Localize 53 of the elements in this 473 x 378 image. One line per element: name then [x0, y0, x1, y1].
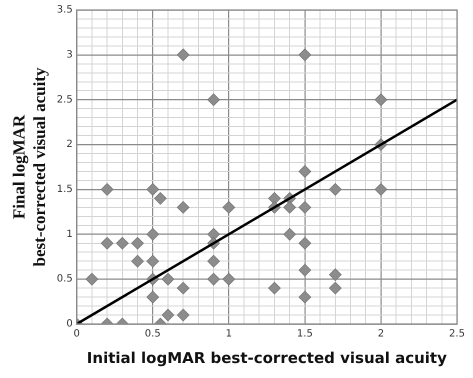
point — [131, 254, 144, 268]
point — [374, 93, 388, 106]
point — [222, 272, 236, 286]
point — [374, 183, 388, 196]
x-axis-title: Initial logMAR best-corrected visual acuity — [86, 348, 448, 367]
point — [131, 236, 144, 250]
y-tick-label: 1 — [66, 228, 73, 240]
point — [86, 272, 98, 286]
point — [176, 308, 190, 322]
y-axis-title: Final logMAR best-corrected visual acuity — [10, 67, 49, 266]
point — [298, 236, 312, 250]
point — [298, 290, 312, 304]
y-tick-label: 0 — [66, 318, 73, 330]
x-tick-label: 0.5 — [144, 328, 161, 340]
point — [207, 272, 220, 286]
point — [162, 308, 174, 322]
x-tick-label: 2 — [378, 328, 384, 340]
point — [268, 282, 281, 294]
y-tick-label: 3.5 — [56, 4, 73, 16]
x-tick-label: 1 — [226, 328, 232, 340]
point — [298, 48, 312, 62]
point — [298, 165, 312, 178]
point — [146, 290, 160, 304]
point — [207, 228, 220, 241]
point — [329, 268, 342, 281]
point — [162, 272, 174, 286]
point — [176, 201, 190, 214]
point — [100, 236, 114, 250]
y-tick-label: 2.5 — [56, 94, 73, 106]
point — [176, 48, 190, 62]
y-tick-label: 1.5 — [56, 184, 73, 196]
point — [207, 254, 220, 268]
point — [329, 183, 342, 196]
y-tick-label: 2 — [66, 139, 73, 150]
x-tick-label: 0 — [74, 328, 80, 340]
point — [116, 236, 129, 250]
point — [146, 254, 160, 268]
point — [329, 282, 342, 294]
point — [207, 93, 220, 106]
y-tick-label: 3 — [66, 49, 73, 60]
y-tick-label: 0.5 — [56, 274, 73, 285]
point — [222, 201, 236, 214]
point — [176, 282, 190, 294]
point — [298, 201, 312, 214]
point — [283, 228, 296, 241]
x-tick-label: 2.5 — [449, 328, 465, 340]
point — [283, 201, 296, 214]
point — [298, 264, 312, 276]
point — [146, 183, 160, 196]
point — [100, 183, 114, 196]
point — [154, 192, 167, 205]
point — [146, 228, 160, 241]
x-tick-label: 1.5 — [296, 328, 313, 340]
